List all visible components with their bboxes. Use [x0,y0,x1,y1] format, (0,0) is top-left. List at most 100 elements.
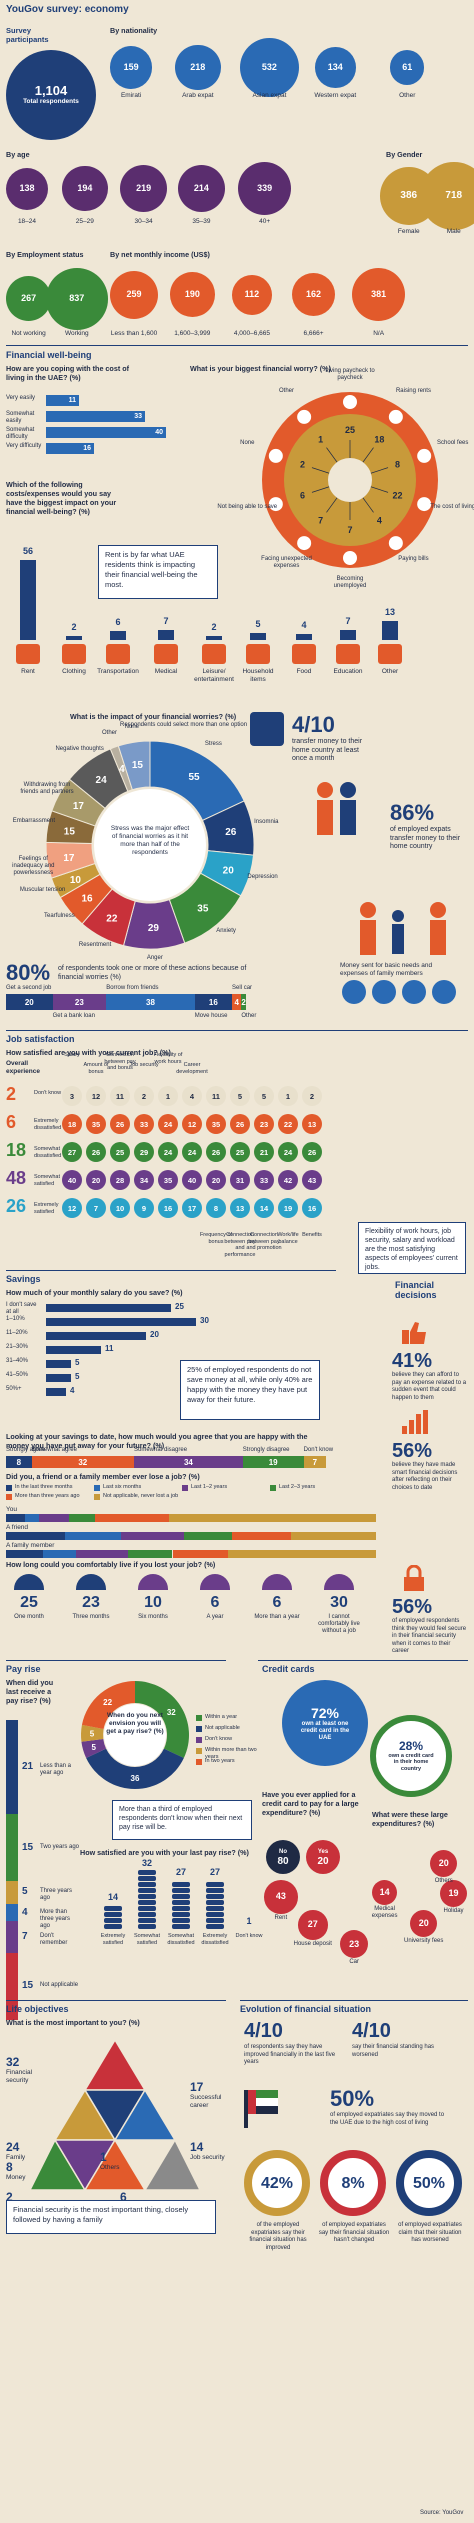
job-cell: 27 [62,1142,82,1162]
pay-legend-swatch [196,1748,202,1754]
worry-icon [343,551,357,565]
job-cell: 33 [134,1114,154,1134]
evo-b-stat: 4/10 [352,2020,391,2042]
worry-label: Not being able to save [217,504,278,511]
job-cell: 5 [254,1086,274,1106]
source-text: Source: YouGov [420,2510,464,2516]
life-value: 1 [100,2150,107,2164]
job-cell: 35 [206,1114,226,1134]
coin-icon [206,1906,224,1911]
impact-icon [202,644,226,664]
age-value: 214 [193,183,209,194]
coin-icon [206,1888,224,1893]
page-title: YouGov survey: economy [6,4,129,15]
job-cell: 21 [254,1142,274,1162]
impact-value: 56 [22,546,33,556]
dec1-text: believe they can afford to pay an expens… [392,1372,467,1401]
umbrella-icon [138,1574,168,1590]
loss-segment [290,1532,376,1540]
age-circle: 214 [178,165,225,213]
impact-segment-label: None [124,724,139,731]
coin-icon [206,1918,224,1923]
age-circle: 219 [120,165,168,213]
savings-label: 11–20% [6,1330,28,1336]
loss-segment [128,1550,173,1558]
pay-legend-label: Not applicable [205,1725,240,1731]
job-row-label: Somewhat dissatisfied [34,1146,62,1159]
impact-segment-value: 17 [63,853,75,864]
impact-value: 2 [71,622,77,632]
impact-segment-value: 55 [188,772,200,783]
job-cell: 11 [206,1086,226,1106]
life-value: 8 [6,2160,13,2174]
coin-icon [206,1924,224,1929]
happy-segment: 32 [31,1456,134,1468]
divider [240,2000,468,2001]
gender-label: Male [446,228,461,235]
life-label: Successful career [190,2094,222,2109]
job-question: How satisfied are you with your current … [6,1048,171,1057]
job-column-label: Job security [129,1062,159,1068]
pay-stack-label: Not applicable [40,1982,79,1989]
remit-stat: 4/10 [292,712,335,737]
evo-a-stat: 4/10 [244,2020,283,2042]
cards-stat1-text: own at least one credit card in the UAE [300,1720,350,1741]
life-question: What is the most important to you? (%) [6,2018,140,2027]
coin-icon [206,1882,224,1887]
nationality-label: Other [399,92,416,99]
impact-bar [20,560,36,640]
happy-label: Strongly disagree [242,1447,290,1453]
coin-icon [138,1882,156,1887]
worry-icon [268,448,283,463]
happy-segment: 7 [303,1456,326,1468]
pay-stack-label: Three years ago [40,1888,73,1902]
coin-icon [138,1888,156,1893]
coin-icon [172,1900,190,1905]
age-label: 25–29 [75,218,94,225]
life-value: 14 [190,2140,204,2154]
savings-value: 11 [105,1344,114,1353]
job-cell: 23 [254,1114,274,1134]
job-cell: 24 [158,1114,178,1134]
impact-segment-value: 22 [106,914,118,925]
income-circle: 259 [110,270,159,319]
evo-c-text: of employed expatriates say they moved t… [330,2112,445,2126]
nationality-label: Western expat [314,92,357,99]
coin-icon [104,1906,122,1911]
worry-label: The cost of living [430,504,474,511]
income-circle: 112 [232,274,272,315]
job-cell: 20 [86,1170,106,1190]
cards-title: Credit cards [262,1664,315,1674]
loss-segment [120,1532,184,1540]
coping-label: Very easily [6,395,36,401]
cards-no-circle: No 80 [266,1840,300,1874]
job-column-label: Amount of bonus [83,1062,109,1075]
evolution-text: of employed expatriates say their financ… [318,2222,390,2243]
evolution-stat: 42% [260,2174,294,2192]
coin-icon [172,1882,190,1887]
cards-yes: 20 [317,1856,329,1867]
savings-value: 25 [175,1302,184,1311]
job-cell: 12 [86,1086,106,1106]
evolution-stat: 50% [412,2174,446,2192]
pay-sat-label: Somewhat satisfied [134,1933,160,1946]
gender-value: 386 [400,190,418,202]
job-cell: 5 [230,1086,250,1106]
savings-bar [46,1374,71,1382]
age-label: 18–24 [17,218,37,225]
nationality-value: 159 [123,61,139,72]
dec3-stat: 56% [392,1596,433,1618]
legend-swatch [182,1485,188,1491]
remit-text: transfer money to their home country at … [292,738,363,762]
action-stat: 80% [6,960,51,985]
expenditure-circle: 19 [440,1880,468,1908]
age-title: By age [6,150,30,159]
people-money-icon [310,780,360,860]
live-value: 25 [20,1594,38,1611]
school-icon [432,980,456,1004]
pay-stack-segment [6,1952,18,2020]
job-column-label: Benefits [302,1232,322,1238]
loss-row-label: A family member [6,1542,55,1549]
job-cell: 25 [110,1142,130,1162]
dec1-stat: 41% [392,1350,433,1372]
